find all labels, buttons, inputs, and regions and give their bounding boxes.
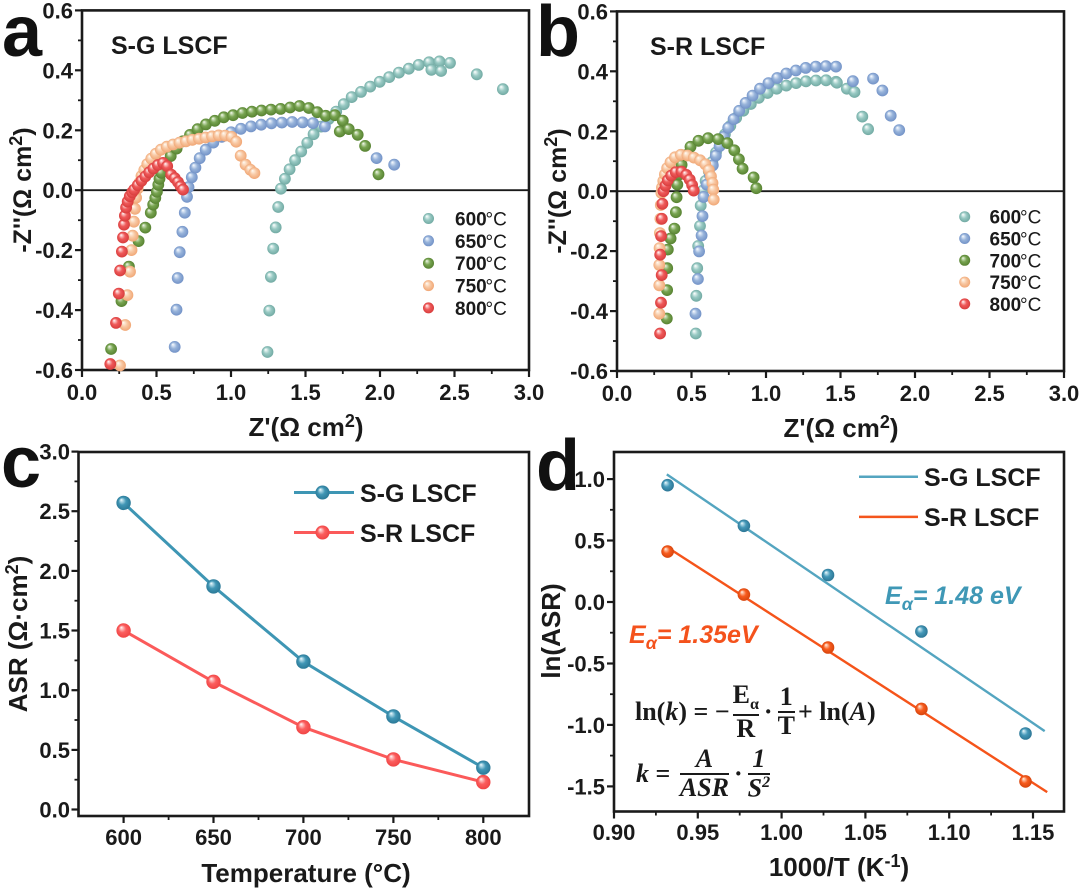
svg-text:0.5: 0.5 [141, 380, 172, 405]
svg-text:650: 650 [990, 230, 1022, 251]
svg-text:650: 650 [455, 232, 487, 253]
svg-text:S-R LSCF: S-R LSCF [360, 520, 475, 548]
svg-text:°C: °C [486, 232, 507, 253]
svg-text:0.4: 0.4 [42, 58, 73, 83]
svg-text:°C: °C [486, 210, 507, 231]
svg-text:1.0: 1.0 [216, 380, 247, 405]
svg-text:Temperature (°C): Temperature (°C) [201, 858, 410, 888]
svg-text:1.00: 1.00 [760, 820, 803, 845]
svg-text:1.0: 1.0 [574, 467, 605, 492]
svg-text:Z'(Ω cm2): Z'(Ω cm2) [248, 411, 363, 442]
svg-text:1.0: 1.0 [751, 381, 782, 406]
svg-text:°C: °C [1020, 208, 1041, 229]
svg-text:2.5: 2.5 [974, 381, 1005, 406]
svg-text:0.5: 0.5 [574, 529, 605, 554]
svg-text:3.0: 3.0 [39, 440, 70, 465]
svg-text:c: c [1, 423, 41, 503]
svg-text:1.5: 1.5 [290, 380, 321, 405]
svg-text:650: 650 [195, 825, 232, 850]
svg-text:-0.2: -0.2 [570, 239, 608, 264]
svg-text:2.5: 2.5 [439, 380, 470, 405]
svg-text:800: 800 [990, 295, 1022, 316]
svg-text:-Z''(Ω cm2): -Z''(Ω cm2) [541, 128, 572, 253]
svg-text:700: 700 [285, 825, 322, 850]
svg-text:°C: °C [1020, 273, 1041, 294]
svg-text:-0.6: -0.6 [35, 358, 73, 383]
svg-text:0.90: 0.90 [593, 820, 636, 845]
svg-text:0.95: 0.95 [676, 820, 719, 845]
svg-text:-0.5: -0.5 [567, 652, 605, 677]
svg-text:ln(ASR): ln(ASR) [536, 583, 566, 678]
svg-text:0.0: 0.0 [42, 178, 73, 203]
svg-text:0.2: 0.2 [577, 119, 608, 144]
svg-text:3.0: 3.0 [1049, 381, 1080, 406]
svg-text:-1.0: -1.0 [567, 713, 605, 738]
svg-text:600: 600 [455, 210, 487, 231]
svg-text:750: 750 [990, 273, 1022, 294]
svg-text:0.5: 0.5 [676, 381, 707, 406]
svg-text:0.6: 0.6 [577, 0, 608, 24]
svg-text:°C: °C [486, 254, 507, 275]
svg-text:b: b [536, 0, 580, 72]
svg-text:1.5: 1.5 [39, 619, 70, 644]
svg-text:°C: °C [486, 277, 507, 298]
svg-text:-Z''(Ω cm2): -Z''(Ω cm2) [6, 127, 37, 252]
svg-text:°C: °C [486, 299, 507, 320]
svg-text:1.10: 1.10 [928, 820, 971, 845]
svg-text:0.0: 0.0 [67, 380, 98, 405]
svg-text:0.0: 0.0 [39, 798, 70, 823]
svg-text:2.0: 2.0 [365, 380, 396, 405]
svg-text:800: 800 [465, 825, 502, 850]
svg-text:750: 750 [455, 277, 487, 298]
svg-text:S-R LSCF: S-R LSCF [650, 33, 765, 61]
svg-text:1.5: 1.5 [825, 381, 856, 406]
svg-text:3.0: 3.0 [514, 380, 545, 405]
svg-text:°C: °C [1020, 295, 1041, 316]
svg-text:1.05: 1.05 [844, 820, 887, 845]
svg-text:1.0: 1.0 [39, 678, 70, 703]
svg-text:-0.2: -0.2 [35, 238, 73, 263]
svg-text:0.0: 0.0 [577, 179, 608, 204]
svg-text:Eα= 1.48 eV: Eα= 1.48 eV [885, 582, 1023, 614]
svg-text:S-R LSCF: S-R LSCF [924, 504, 1039, 532]
svg-text:600: 600 [990, 208, 1022, 229]
svg-text:2.5: 2.5 [39, 499, 70, 524]
svg-text:ASR (Ω·cm2): ASR (Ω·cm2) [2, 556, 33, 713]
svg-text:°C: °C [1020, 230, 1041, 251]
svg-text:1.15: 1.15 [1012, 820, 1055, 845]
svg-text:d: d [536, 426, 580, 506]
svg-text:S-G LSCF: S-G LSCF [111, 32, 228, 60]
svg-text:2.0: 2.0 [900, 381, 931, 406]
svg-text:800: 800 [455, 299, 487, 320]
svg-text:700: 700 [455, 254, 487, 275]
svg-text:-1.5: -1.5 [567, 774, 605, 799]
svg-text:0.4: 0.4 [577, 59, 608, 84]
svg-text:Z'(Ω cm2): Z'(Ω cm2) [783, 412, 898, 443]
svg-text:0.0: 0.0 [602, 381, 633, 406]
svg-text:0.2: 0.2 [42, 118, 73, 143]
svg-text:a: a [2, 0, 43, 72]
svg-text:750: 750 [375, 825, 412, 850]
svg-text:-0.6: -0.6 [570, 359, 608, 384]
svg-text:-0.4: -0.4 [570, 299, 609, 324]
svg-text:700: 700 [990, 251, 1022, 272]
svg-text:-0.4: -0.4 [35, 298, 74, 323]
svg-text:°C: °C [1020, 251, 1041, 272]
svg-text:0.0: 0.0 [574, 590, 605, 615]
svg-text:S-G LSCF: S-G LSCF [360, 480, 477, 508]
svg-text:0.5: 0.5 [39, 738, 70, 763]
svg-text:S-G LSCF: S-G LSCF [924, 464, 1041, 492]
svg-text:600: 600 [105, 825, 142, 850]
svg-text:0.6: 0.6 [42, 0, 73, 23]
svg-text:2.0: 2.0 [39, 559, 70, 584]
